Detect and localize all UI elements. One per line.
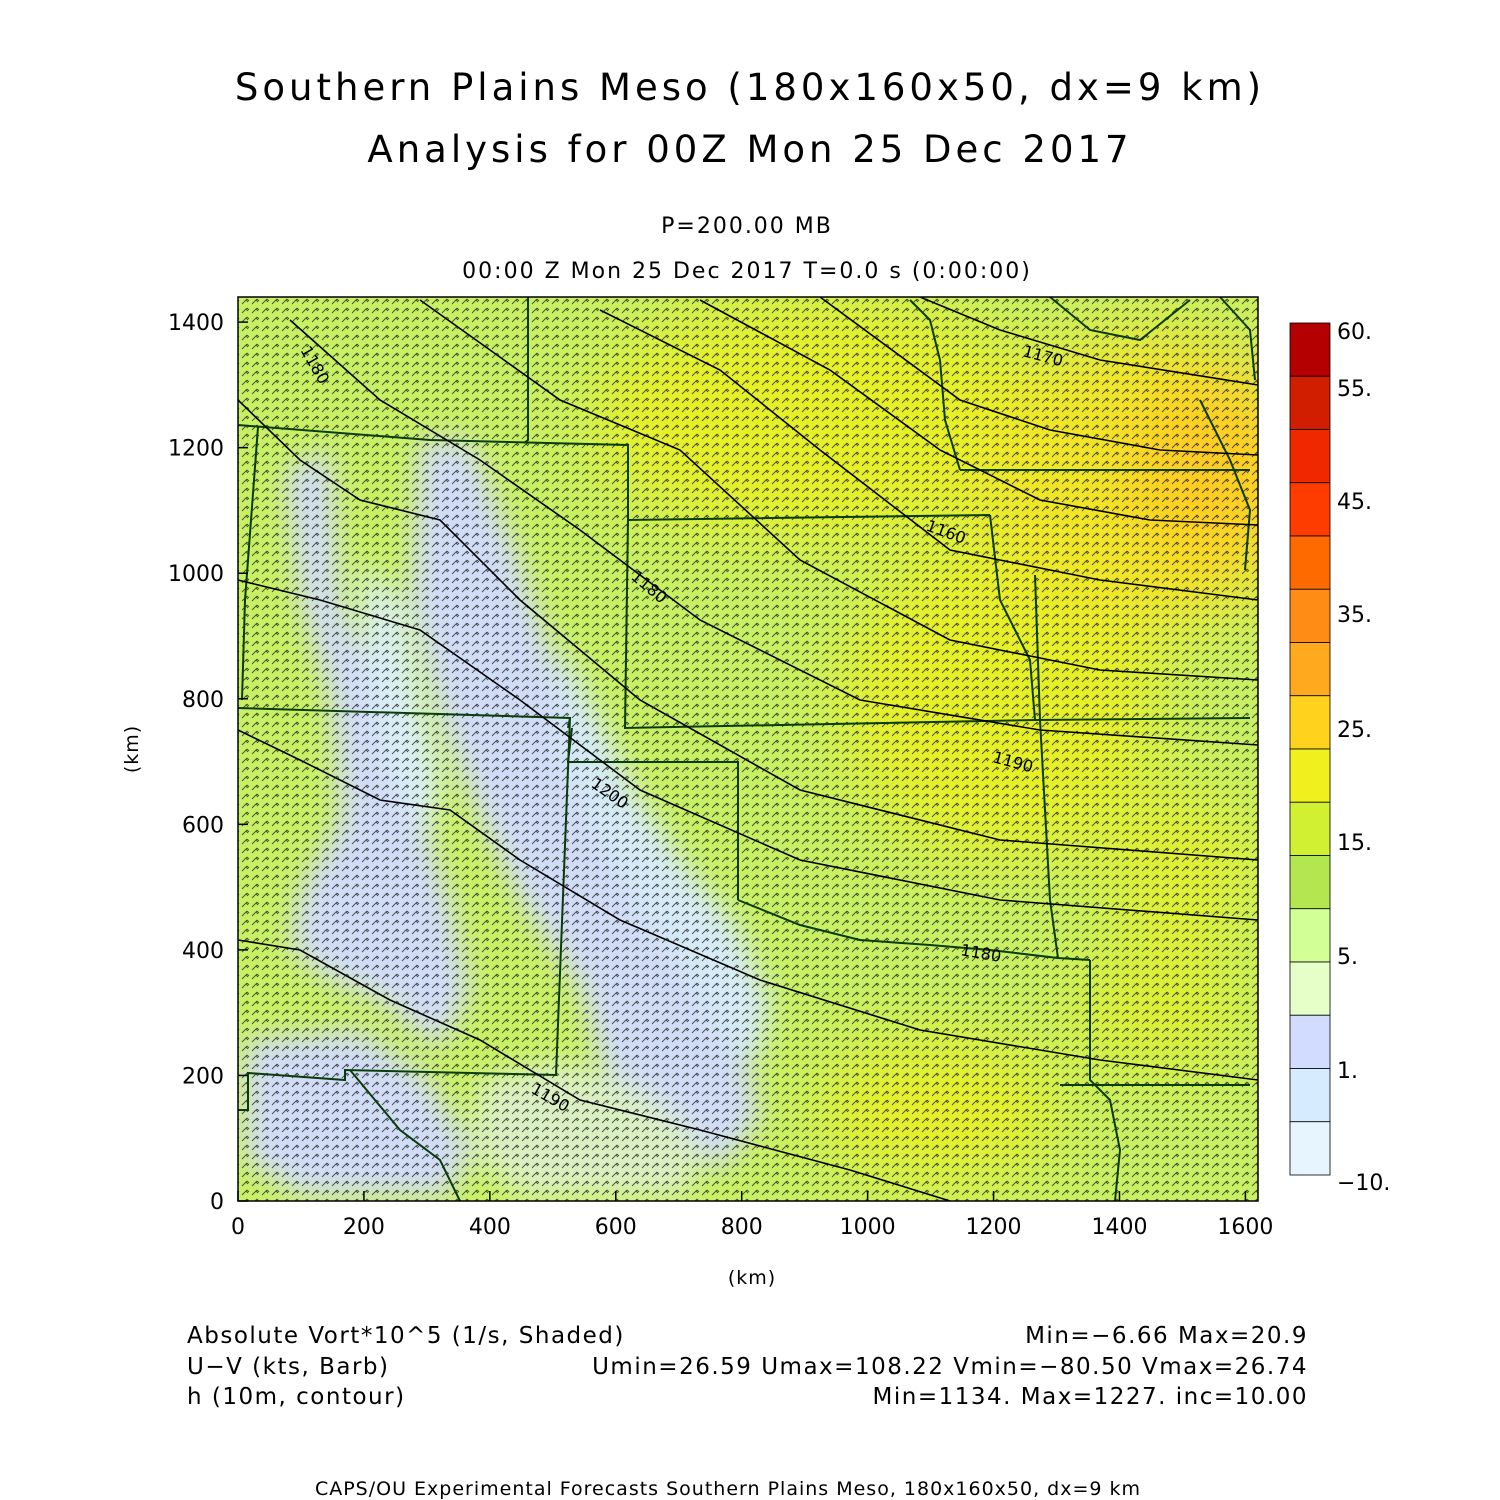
x-tick-label: 400 — [469, 1215, 511, 1240]
colorbar-label: 5. — [1337, 945, 1358, 970]
credit-line: CAPS/OU Experimental Forecasts Southern … — [314, 1478, 1142, 1500]
colorbar-swatch — [1289, 855, 1331, 910]
colorbar-label: 15. — [1337, 831, 1372, 856]
y-tick-label: 600 — [182, 813, 224, 838]
y-tick-label: 400 — [182, 939, 224, 964]
colorbar-swatch — [1289, 429, 1331, 484]
y-tick-label: 0 — [210, 1190, 224, 1215]
y-tick-label: 800 — [182, 688, 224, 713]
colorbar-label: 45. — [1337, 490, 1372, 515]
pressure-level-label: P=200.00 MB — [661, 214, 833, 239]
legend-field1-name: Absolute Vort*10^5 (1/s, Shaded) — [187, 1323, 625, 1349]
x-tick-label: 800 — [721, 1215, 763, 1240]
x-tick-label: 1400 — [1091, 1215, 1147, 1240]
y-tick-label: 200 — [182, 1064, 224, 1089]
x-tick-label: 0 — [231, 1215, 245, 1240]
legend-field3-stats: Min=1134. Max=1227. inc=10.00 — [872, 1384, 1308, 1410]
colorbar-swatch — [1289, 695, 1331, 750]
colorbar-swatch — [1289, 908, 1331, 963]
x-tick-label: 1000 — [840, 1215, 896, 1240]
valid-time-label: 00:00 Z Mon 25 Dec 2017 T=0.0 s (0:00:00… — [462, 259, 1032, 284]
vorticity-shading — [238, 297, 1258, 1201]
plot-title-line2: Analysis for 00Z Mon 25 Dec 2017 — [367, 128, 1133, 171]
x-tick-label: 600 — [595, 1215, 637, 1240]
colorbar-swatch — [1289, 748, 1331, 803]
colorbar-label: 55. — [1337, 377, 1372, 402]
wind-barbs — [238, 297, 1258, 1201]
colorbar-label: 35. — [1337, 603, 1372, 628]
y-axis: 0 200 400 600 800 1000 1200 1400 — [168, 311, 248, 1215]
colorbar-swatch — [1289, 1068, 1331, 1123]
x-axis-label: (km) — [728, 1267, 776, 1289]
legend-field2-stats: Umin=26.59 Umax=108.22 Vmin=−80.50 Vmax=… — [592, 1354, 1308, 1380]
legend-field1-stats: Min=−6.66 Max=20.9 — [1025, 1323, 1308, 1349]
colorbar: 60. 55. 45. 35. 25. 15. 5. 1. −10. — [1289, 320, 1390, 1196]
colorbar-label: 60. — [1337, 320, 1372, 345]
plot-title-line1: Southern Plains Meso (180x160x50, dx=9 k… — [234, 66, 1266, 109]
legend-field2-name: U−V (kts, Barb) — [187, 1354, 390, 1380]
colorbar-swatch — [1289, 482, 1331, 537]
colorbar-swatch — [1289, 322, 1331, 377]
y-tick-label: 1000 — [168, 562, 224, 587]
colorbar-swatch — [1289, 1121, 1331, 1176]
legend-field3-name: h (10m, contour) — [187, 1384, 406, 1410]
x-axis: 0 200 400 600 800 1000 1200 1400 1600 — [231, 1191, 1273, 1240]
colorbar-label: −10. — [1337, 1171, 1390, 1196]
y-axis-label: (km) — [121, 725, 143, 773]
colorbar-swatch — [1289, 535, 1331, 590]
state-borders — [238, 297, 1256, 1201]
x-tick-label: 1600 — [1217, 1215, 1273, 1240]
colorbar-swatch — [1289, 961, 1331, 1016]
y-tick-label: 1200 — [168, 437, 224, 462]
colorbar-swatch — [1289, 375, 1331, 430]
plot-frame — [237, 296, 1259, 1202]
colorbar-label: 1. — [1337, 1059, 1358, 1084]
y-tick-label: 1400 — [168, 311, 224, 336]
colorbar-swatch — [1289, 588, 1331, 643]
height-contours — [238, 297, 1258, 1201]
colorbar-swatch — [1289, 642, 1331, 697]
x-tick-label: 1200 — [966, 1215, 1022, 1240]
contour-1170 — [919, 297, 1258, 386]
x-tick-label: 200 — [343, 1215, 385, 1240]
colorbar-swatch — [1289, 801, 1331, 856]
colorbar-label: 25. — [1337, 718, 1372, 743]
colorbar-swatch — [1289, 1014, 1331, 1069]
